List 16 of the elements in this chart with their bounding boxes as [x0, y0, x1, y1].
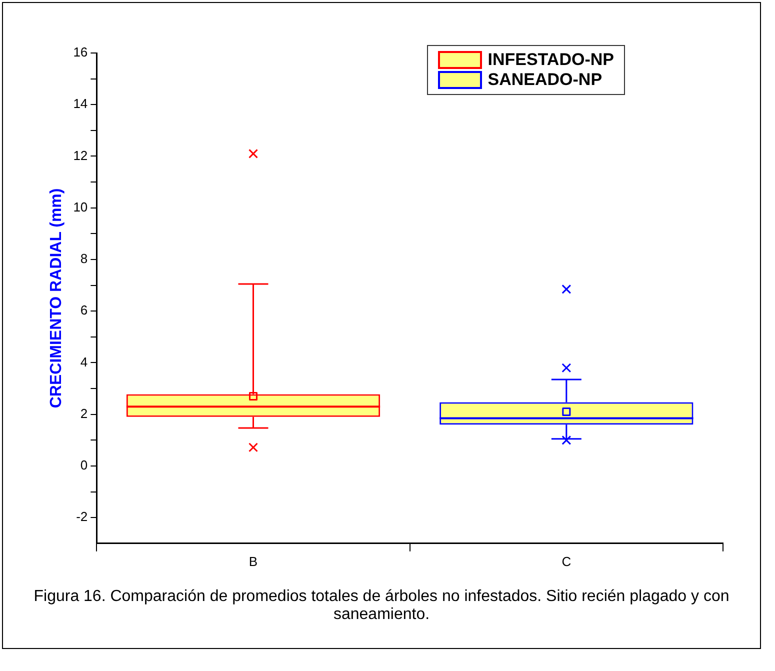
y-tick-label: 4 [80, 354, 88, 370]
text: Figura 16. Comparación de promedios totales de árboles no infestados. Sitio recién plagado y con saneamiento. [32, 588, 730, 624]
legend-label: SANEADO-NP [488, 70, 602, 90]
y-tick-label: 8 [80, 251, 88, 266]
y-tick-label: 12 [73, 148, 88, 163]
x-tick-label: B [248, 554, 258, 569]
x-tick-label: C [562, 554, 572, 569]
y-tick-label: 14 [73, 96, 88, 112]
y-tick-label: 0 [80, 458, 88, 473]
y-tick-label: -2 [76, 509, 88, 524]
y-axis-title: CRECIMIENTO RADIAL (mm) [48, 188, 66, 408]
y-tick-label: 2 [80, 406, 88, 421]
y-tick-label: 10 [73, 199, 88, 214]
legend-label: INFESTADO-NP [488, 50, 614, 70]
y-tick-label: 6 [80, 302, 88, 318]
y-tick-label: 16 [73, 44, 88, 60]
